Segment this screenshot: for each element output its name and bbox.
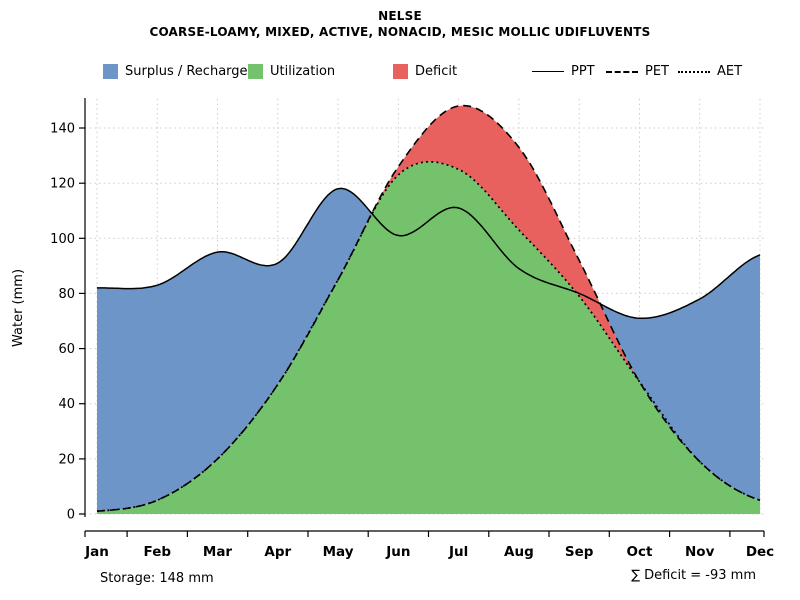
y-tick-label: 40 — [58, 397, 75, 412]
x-tick-label: Jan — [84, 544, 109, 560]
legend-label-surplus: Surplus / Recharge — [125, 64, 248, 79]
utilization-swatch-icon — [248, 64, 263, 79]
legend-item-ppt: PPT — [532, 63, 595, 80]
storage-note: Storage: 148 mm — [100, 571, 214, 586]
axes — [79, 98, 765, 537]
y-axis-label: Water (mm) — [11, 269, 26, 347]
legend-label-aet: AET — [717, 64, 743, 79]
x-tick-label: Nov — [685, 544, 715, 560]
page-title: NELSE — [378, 9, 422, 23]
x-tick-label: Feb — [144, 544, 172, 560]
legend-label-ppt: PPT — [571, 64, 595, 79]
surplus-swatch-icon — [103, 64, 118, 79]
x-tick-label: Apr — [264, 544, 291, 560]
utilization-area — [97, 161, 760, 515]
legend-item-pet: PET — [606, 63, 669, 80]
legend-item-aet: AET — [678, 63, 742, 80]
ppt-curve — [97, 187, 761, 320]
pet-line-icon — [606, 70, 638, 73]
deficit-note: ∑ Deficit = -93 mm — [631, 568, 756, 583]
y-tick-label: 20 — [58, 452, 75, 467]
pet-curve — [96, 104, 761, 512]
legend-item-deficit: Deficit — [393, 63, 457, 80]
y-tick-label: 0 — [67, 508, 75, 523]
y-tick-label: 120 — [50, 177, 75, 192]
x-tick-label: May — [323, 544, 354, 560]
x-tick-label: Mar — [203, 544, 233, 560]
x-tick-label: Oct — [627, 544, 653, 560]
x-tick-label: Jun — [385, 544, 410, 560]
legend-item-utilization: Utilization — [248, 63, 335, 80]
legend-item-surplus: Surplus / Recharge — [103, 63, 248, 80]
aet-line-icon — [678, 70, 710, 73]
y-tick-label: 80 — [58, 287, 75, 302]
x-tick-label: Sep — [565, 544, 594, 560]
x-tick-label: Jul — [448, 544, 468, 560]
legend-label-utilization: Utilization — [270, 64, 336, 79]
y-tick-label: 140 — [50, 122, 75, 137]
x-tick-label: Dec — [746, 544, 774, 560]
page-subtitle: COARSE-LOAMY, MIXED, ACTIVE, NONACID, ME… — [149, 25, 651, 39]
surplus-area — [97, 105, 760, 512]
legend-label-pet: PET — [645, 64, 669, 79]
y-tick-label: 60 — [58, 342, 75, 357]
x-tick-label: Aug — [504, 544, 534, 560]
ppt-line-icon — [532, 71, 564, 72]
deficit-swatch-icon — [393, 64, 408, 79]
legend-label-deficit: Deficit — [415, 64, 458, 79]
y-tick-label: 100 — [50, 232, 75, 247]
